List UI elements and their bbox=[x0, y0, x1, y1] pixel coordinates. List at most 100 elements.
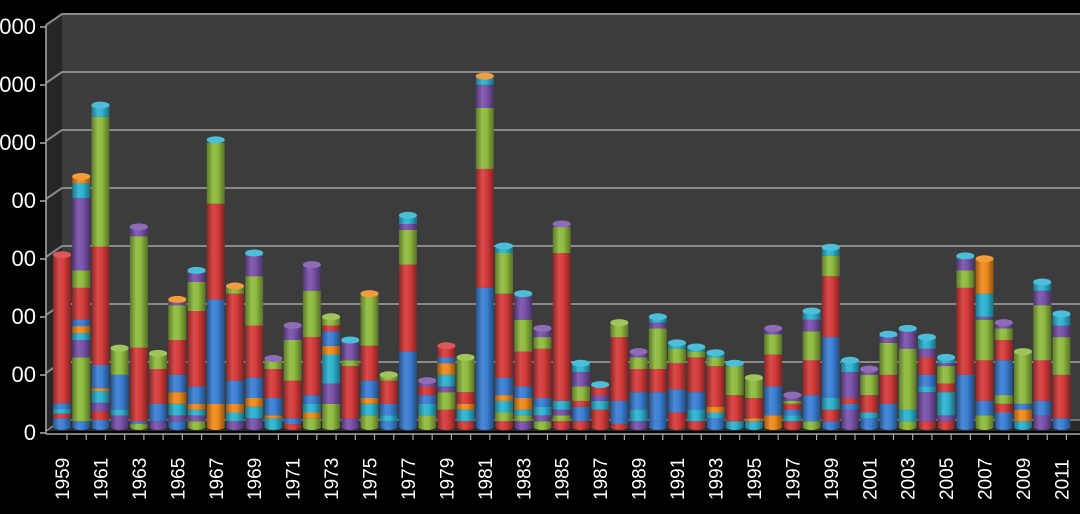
bar-base bbox=[475, 424, 494, 430]
bar-segment-red bbox=[360, 345, 379, 381]
bar-segment-cyan bbox=[1033, 282, 1052, 291]
bar-segment-purple bbox=[341, 342, 360, 361]
bar-segment-orange bbox=[225, 403, 244, 413]
bar-base bbox=[1014, 424, 1032, 430]
bar-segment-red bbox=[495, 293, 514, 378]
bar-segment-red bbox=[264, 369, 283, 398]
bar-cap bbox=[975, 255, 994, 263]
x-axis: 1959 1961 1963 1965 1967 1969 1971 1973 1975 1977… bbox=[46, 433, 1080, 500]
bar-segment-cyan bbox=[687, 409, 706, 422]
bar-segment-red bbox=[1052, 374, 1071, 419]
bar-segment-green bbox=[629, 357, 648, 369]
bar-segment-red bbox=[533, 348, 552, 398]
bar-base bbox=[629, 424, 648, 430]
bar-segment-red bbox=[687, 357, 706, 393]
bar-segment-red bbox=[129, 347, 148, 422]
bar-segment-green bbox=[514, 415, 533, 422]
bar-segment-green bbox=[1014, 351, 1032, 404]
bar-segment-blue bbox=[283, 418, 302, 425]
bar-segment-blue bbox=[418, 395, 437, 404]
bar-base bbox=[975, 424, 994, 430]
bar-1993 bbox=[706, 349, 725, 430]
bar-cap bbox=[53, 251, 71, 259]
bar-cap bbox=[514, 290, 533, 298]
bar-segment-orange bbox=[245, 398, 264, 407]
bar-cap bbox=[783, 391, 802, 399]
bar-1990 bbox=[648, 313, 667, 430]
bar-segment-purple bbox=[552, 409, 571, 416]
bar-segment-red bbox=[975, 360, 994, 401]
bar-segment-purple bbox=[187, 273, 206, 282]
bar-base bbox=[937, 424, 956, 430]
bar-base bbox=[571, 424, 590, 430]
bar-segment-purple bbox=[168, 415, 187, 422]
bar-1972 bbox=[302, 261, 321, 430]
bar-segment-purple bbox=[1033, 290, 1052, 306]
bar-segment-red bbox=[764, 354, 783, 387]
bar-segment-cyan bbox=[898, 409, 917, 422]
bar-segment-purple bbox=[648, 322, 667, 329]
bar-base bbox=[783, 424, 802, 430]
bar-2002 bbox=[879, 330, 898, 430]
bar-segment-blue bbox=[917, 374, 936, 387]
bar-segment-purple bbox=[841, 409, 860, 427]
bar-cap bbox=[264, 355, 283, 363]
bar-segment-red bbox=[437, 409, 456, 427]
bar-segment-green bbox=[533, 337, 552, 349]
bar-cap bbox=[149, 349, 168, 357]
bar-segment-green bbox=[994, 395, 1013, 404]
bar-segment-red bbox=[879, 374, 898, 404]
bar-segment-green bbox=[898, 348, 917, 410]
bar-base bbox=[245, 424, 264, 430]
bar-1989 bbox=[629, 348, 648, 430]
bar-1979 bbox=[437, 342, 456, 430]
bar-segment-red bbox=[994, 340, 1013, 361]
bar-segment-purple bbox=[841, 371, 860, 398]
bar-segment-blue bbox=[533, 398, 552, 407]
bar-segment-purple bbox=[322, 383, 341, 404]
x-tick-label: 1967 bbox=[207, 458, 228, 500]
bar-segment-cyan bbox=[264, 418, 283, 427]
bar-1966 bbox=[187, 266, 206, 430]
bar-segment-red bbox=[994, 403, 1013, 413]
bar-segment-orange bbox=[706, 406, 725, 413]
bar-1977 bbox=[398, 211, 417, 430]
bar-cap bbox=[495, 242, 514, 250]
bar-segment-purple bbox=[72, 340, 91, 358]
bar-base bbox=[1052, 424, 1071, 430]
bar-cap bbox=[956, 252, 975, 260]
bar-segment-green bbox=[149, 353, 168, 369]
bar-cap bbox=[668, 339, 687, 347]
bar-segment-cyan bbox=[53, 409, 71, 414]
bar-segment-cyan bbox=[706, 412, 725, 419]
bar-segment-green bbox=[956, 270, 975, 288]
bar-segment-green bbox=[360, 415, 379, 427]
bar-cap bbox=[917, 333, 936, 341]
bar-segment-blue bbox=[879, 403, 898, 427]
x-tick-label: 2005 bbox=[937, 458, 958, 500]
bar-segment-purple bbox=[917, 348, 936, 358]
bar-base bbox=[206, 424, 225, 430]
bar-1960 bbox=[72, 172, 91, 430]
bar-segment-red bbox=[648, 369, 667, 393]
bar-base bbox=[456, 424, 475, 430]
bar-cap bbox=[379, 371, 398, 379]
x-tick-label: 1983 bbox=[514, 458, 535, 500]
bar-segment-green bbox=[322, 316, 341, 326]
bar-segment-orange bbox=[744, 418, 763, 422]
bar-segment-cyan bbox=[91, 391, 110, 403]
bar-cap bbox=[552, 220, 571, 228]
bar-segment-red bbox=[591, 386, 610, 396]
bar-base bbox=[744, 424, 763, 430]
bar-segment-blue bbox=[802, 395, 821, 422]
bar-1999 bbox=[821, 243, 840, 430]
bar-segment-cyan bbox=[917, 337, 936, 349]
bar-segment-blue bbox=[571, 406, 590, 422]
bar-2000 bbox=[841, 356, 860, 430]
bar-segment-purple bbox=[245, 255, 264, 277]
bar-segment-cyan bbox=[495, 400, 514, 413]
bar-segment-green bbox=[514, 319, 533, 352]
bar-segment-blue bbox=[821, 337, 840, 398]
bar-segment-green bbox=[725, 366, 744, 396]
